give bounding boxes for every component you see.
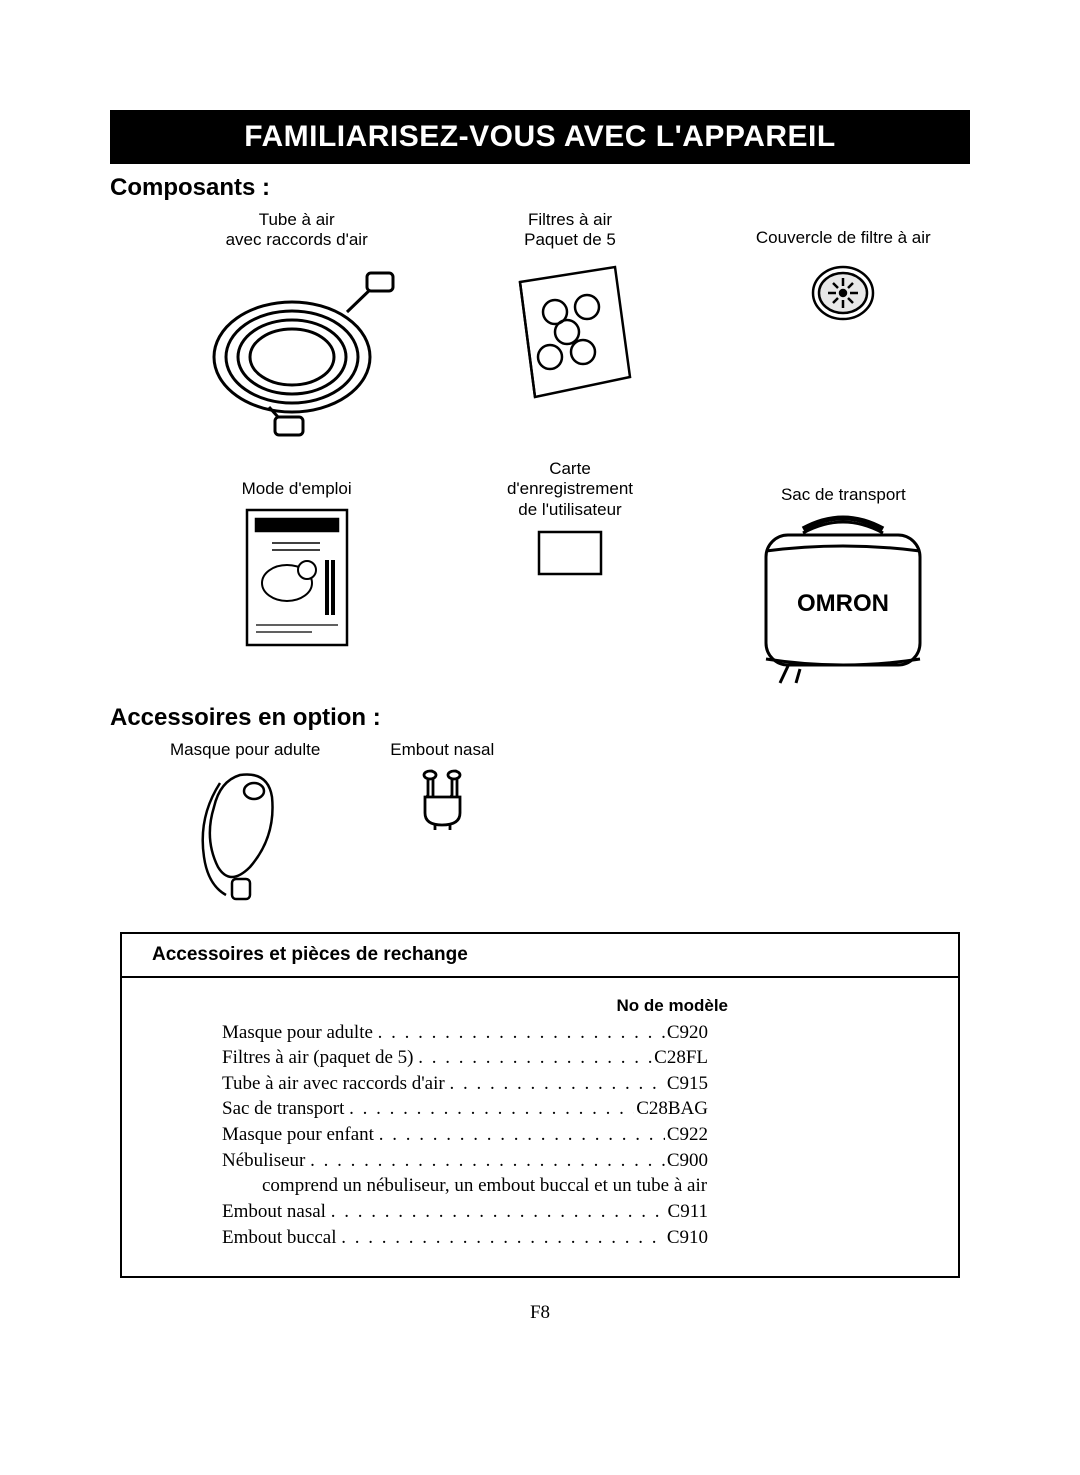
parts-dots xyxy=(378,1020,665,1046)
parts-note: comprend un nébuliseur, un embout buccal… xyxy=(262,1173,878,1199)
parts-line: Embout buccal C910 xyxy=(222,1225,878,1251)
page-number: F8 xyxy=(110,1302,970,1324)
accessories-heading: Accessoires en option : xyxy=(110,704,970,732)
parts-model: C28FL xyxy=(652,1045,708,1071)
parts-dots xyxy=(379,1122,665,1148)
parts-dots xyxy=(349,1096,634,1122)
parts-line: Masque pour adulte C920 xyxy=(222,1020,878,1046)
parts-line: Tube à air avec raccords d'air C915 xyxy=(222,1071,878,1097)
component-registration-card: Carte d'enregistrement de l'utilisateur xyxy=(443,459,696,686)
components-grid: Tube à air avec raccords d'air Filtres xyxy=(170,210,970,686)
parts-dots xyxy=(331,1199,666,1225)
carry-bag-label: Sac de transport xyxy=(781,485,906,504)
component-filter-cover: Couvercle de filtre à air xyxy=(717,210,970,437)
parts-model: C922 xyxy=(665,1122,708,1148)
parts-desc: Nébuliseur xyxy=(222,1148,310,1174)
parts-line: Embout nasal C911 xyxy=(222,1199,878,1225)
parts-line: Nébuliseur C900 xyxy=(222,1148,878,1174)
parts-box: Accessoires et pièces de rechange No de … xyxy=(120,932,960,1279)
parts-model: C920 xyxy=(665,1020,708,1046)
components-heading: Composants : xyxy=(110,174,970,202)
parts-line: Sac de transport C28BAG xyxy=(222,1096,878,1122)
filter-cover-icon xyxy=(808,258,878,328)
accessory-nosepiece: Embout nasal xyxy=(390,740,494,901)
parts-model: C915 xyxy=(665,1071,708,1097)
bag-brand-text: OMRON xyxy=(797,590,889,617)
parts-desc: Masque pour adulte xyxy=(222,1020,378,1046)
parts-model: C28BAG xyxy=(634,1096,708,1122)
parts-desc: Tube à air avec raccords d'air xyxy=(222,1071,449,1097)
component-manual: Mode d'emploi xyxy=(170,459,423,686)
parts-box-header: Accessoires et pièces de rechange xyxy=(122,934,958,978)
parts-desc: Filtres à air (paquet de 5) xyxy=(222,1045,418,1071)
manual-icon xyxy=(242,505,352,650)
air-filters-label-2: Paquet de 5 xyxy=(524,230,616,249)
air-tube-label-1: Tube à air xyxy=(259,210,335,229)
parts-desc: Embout nasal xyxy=(222,1199,331,1225)
nosepiece-label: Embout nasal xyxy=(390,740,494,759)
air-tube-icon xyxy=(197,257,397,437)
parts-desc: Embout buccal xyxy=(222,1225,341,1251)
nosepiece-icon xyxy=(415,767,470,832)
reg-card-label-3: de l'utilisateur xyxy=(518,500,621,519)
manual-label: Mode d'emploi xyxy=(242,479,352,498)
parts-line: Filtres à air (paquet de 5) C28FL xyxy=(222,1045,878,1071)
air-filters-icon xyxy=(495,257,645,407)
parts-model: C910 xyxy=(665,1225,708,1251)
adult-mask-label: Masque pour adulte xyxy=(170,740,320,759)
reg-card-label-2: d'enregistrement xyxy=(507,479,633,498)
component-carry-bag: Sac de transport OMRON xyxy=(717,459,970,686)
air-filters-label-1: Filtres à air xyxy=(528,210,612,229)
carry-bag-icon: OMRON xyxy=(748,511,938,686)
filter-cover-label: Couvercle de filtre à air xyxy=(756,228,931,247)
page-title-bar: FAMILIARISEZ-VOUS AVEC L'APPAREIL xyxy=(110,110,970,164)
parts-desc: Sac de transport xyxy=(222,1096,349,1122)
component-air-tube: Tube à air avec raccords d'air xyxy=(170,210,423,437)
parts-dots xyxy=(418,1045,652,1071)
parts-dots xyxy=(310,1148,665,1174)
reg-card-label-1: Carte xyxy=(549,459,591,478)
component-air-filters: Filtres à air Paquet de 5 xyxy=(443,210,696,437)
model-column-header: No de modèle xyxy=(222,996,728,1016)
adult-mask-icon xyxy=(190,767,300,902)
accessory-adult-mask: Masque pour adulte xyxy=(170,740,320,901)
air-tube-label-2: avec raccords d'air xyxy=(226,230,368,249)
parts-line: Masque pour enfant C922 xyxy=(222,1122,878,1148)
registration-card-icon xyxy=(535,528,605,578)
parts-model: C911 xyxy=(666,1199,708,1225)
parts-desc: Masque pour enfant xyxy=(222,1122,379,1148)
parts-dots xyxy=(449,1071,664,1097)
parts-dots xyxy=(341,1225,665,1251)
accessories-row: Masque pour adulte Embout nasal xyxy=(170,740,970,901)
parts-model: C900 xyxy=(665,1148,708,1174)
